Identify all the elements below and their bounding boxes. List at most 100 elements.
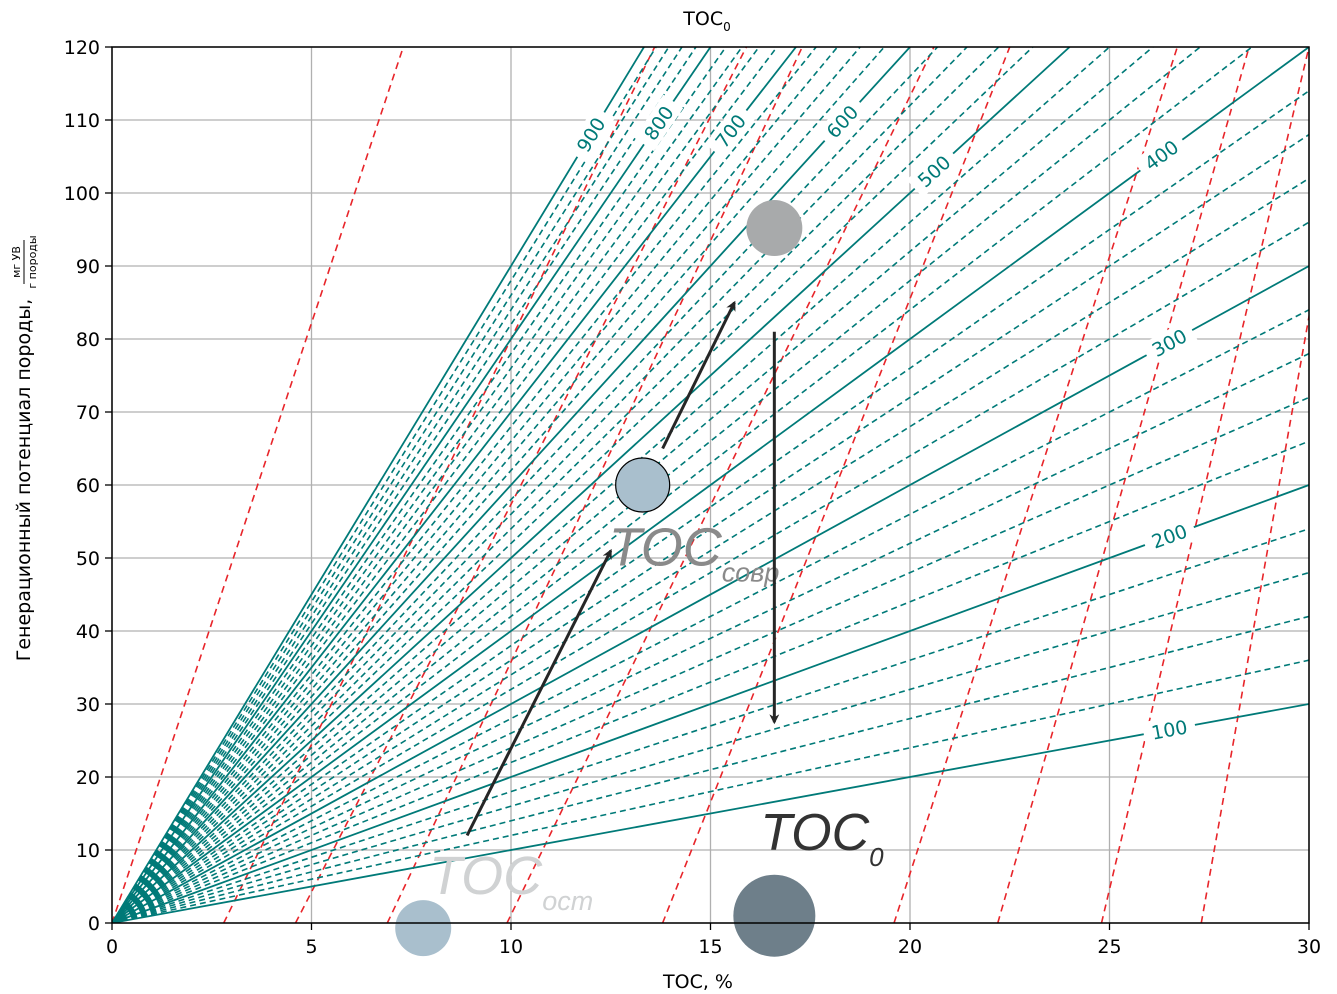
- hi-line-dashed: [112, 615, 1309, 923]
- hi-line-dashed: [112, 440, 1309, 923]
- hi-line-dashed: [112, 47, 670, 923]
- hi-line-dashed: [112, 47, 683, 923]
- hi-line-dashed: [112, 571, 1309, 923]
- red-dashed-line: [112, 47, 405, 923]
- hi-label-bg: [1140, 515, 1198, 557]
- hi-line-solid: [112, 484, 1309, 923]
- hi-label-bg: [1140, 319, 1198, 366]
- hi-label-bg: [1141, 713, 1198, 747]
- y-tick-label: 20: [76, 767, 100, 789]
- y-tick-label: 70: [76, 402, 100, 424]
- hi-label-200: 200: [1149, 520, 1191, 553]
- red-dashed-line: [893, 47, 1179, 923]
- hi-line-dashed: [112, 47, 1000, 923]
- y-tick-label: 90: [76, 256, 100, 278]
- hi-line-dashed: [112, 177, 1309, 923]
- red-dashed-line: [386, 47, 803, 923]
- hi-line-dashed: [112, 47, 939, 923]
- hi-line-dashed: [112, 47, 657, 923]
- hi-line-dashed: [112, 47, 1034, 923]
- hi-line-dashed: [112, 221, 1309, 923]
- red-dashed-line: [1200, 311, 1309, 923]
- hi-label-bg: [567, 106, 615, 164]
- hi-line-dashed: [112, 47, 861, 923]
- y-tick-label: 60: [76, 475, 100, 497]
- svg-text:Генерационный потенциал породы: Генерационный потенциал породы,: [13, 299, 35, 661]
- hi-line-dashed: [112, 47, 760, 923]
- hi-line-dashed: [112, 47, 885, 923]
- hi-line-dashed: [112, 90, 1309, 923]
- arrow: [465, 548, 613, 837]
- arrow: [661, 300, 736, 450]
- arrows: [465, 300, 780, 837]
- hi-line-dashed: [112, 47, 727, 923]
- x-tick-label: 0: [106, 936, 118, 958]
- y-tick-label: 0: [88, 913, 100, 935]
- y-tick-label: 30: [76, 694, 100, 716]
- hi-label-bg: [1133, 130, 1190, 181]
- hi-line-dashed: [112, 47, 778, 923]
- y-axis-title: Генерационный потенциал породы, мг УВ г …: [10, 235, 39, 661]
- hi-line-dashed: [112, 47, 1201, 923]
- y-axis-unit-numerator: мг УВ: [10, 246, 23, 278]
- hi-line-solid: [112, 265, 1309, 923]
- axis-ticks: 0 5 10 15 20 25 30 0 10 20 30 40 50 60 70 80 90 100 110 120: [64, 37, 1321, 958]
- tocost-marker: [395, 900, 452, 957]
- hi-line-dashed: [112, 309, 1309, 923]
- x-axis-title: TOC, %: [662, 971, 733, 993]
- y-tick-label: 120: [64, 37, 100, 59]
- hi-line-solid: [112, 47, 712, 923]
- hi-lines: [112, 47, 1309, 923]
- x-tick-label: 25: [1097, 936, 1121, 958]
- hi-label-bg: [704, 103, 756, 159]
- hi-line-solid: [112, 47, 645, 923]
- hi-label-bg: [815, 94, 869, 149]
- y-tick-label: 40: [76, 621, 100, 643]
- tocsovr-label: TOCсовр: [609, 517, 780, 587]
- hi-line-dashed: [112, 659, 1309, 923]
- x-tick-label: 15: [698, 936, 722, 958]
- y-tick-label: 100: [64, 183, 100, 205]
- hi-line-dashed: [112, 528, 1309, 923]
- markers: [395, 200, 816, 957]
- y-tick-label: 110: [64, 110, 100, 132]
- hi-label-bg: [634, 94, 684, 152]
- y-tick-label: 80: [76, 329, 100, 351]
- red-dashed-line: [223, 47, 656, 923]
- hi-line-dashed: [112, 133, 1309, 923]
- tocsovr-marker: [615, 457, 671, 513]
- x-tick-label: 30: [1297, 936, 1321, 958]
- top-title: TOC0: [682, 8, 730, 34]
- hi-label-bg: [906, 144, 962, 198]
- red-dashed-line: [661, 47, 1011, 923]
- toc0-label: TOC0: [760, 804, 884, 872]
- hi-line-dashed: [112, 396, 1309, 923]
- hi-line-dashed: [112, 47, 1111, 923]
- x-tick-label: 10: [499, 936, 523, 958]
- toc0-marker: [733, 874, 816, 957]
- y-axis-unit-denominator: г породы: [26, 235, 39, 288]
- hi-line-solid: [112, 703, 1309, 923]
- hi-line-dashed: [112, 352, 1309, 923]
- red-dashed-line: [1100, 47, 1309, 923]
- red-dashed-line: [506, 47, 935, 923]
- hi-line-solid: [112, 47, 1071, 923]
- hi-line-dashed: [112, 47, 817, 923]
- annotations: TOC0 TOCсовр TOCост: [429, 517, 884, 916]
- gray-marker: [746, 200, 803, 257]
- red-dashed-line: [294, 47, 748, 923]
- red-dashed-line: [997, 47, 1250, 923]
- x-tick-label: 20: [898, 936, 922, 958]
- hi-line-solid: [112, 47, 911, 923]
- red-dashed-lines: [112, 47, 1309, 923]
- hi-line-solid: [112, 47, 1309, 923]
- hi-line-dashed: [112, 47, 697, 923]
- y-tick-label: 10: [76, 840, 100, 862]
- hi-line-dashed: [112, 47, 968, 923]
- y-tick-label: 50: [76, 548, 100, 570]
- x-tick-label: 5: [305, 936, 317, 958]
- hi-line-solid: [112, 47, 797, 923]
- tocost-label: TOCост: [429, 846, 593, 916]
